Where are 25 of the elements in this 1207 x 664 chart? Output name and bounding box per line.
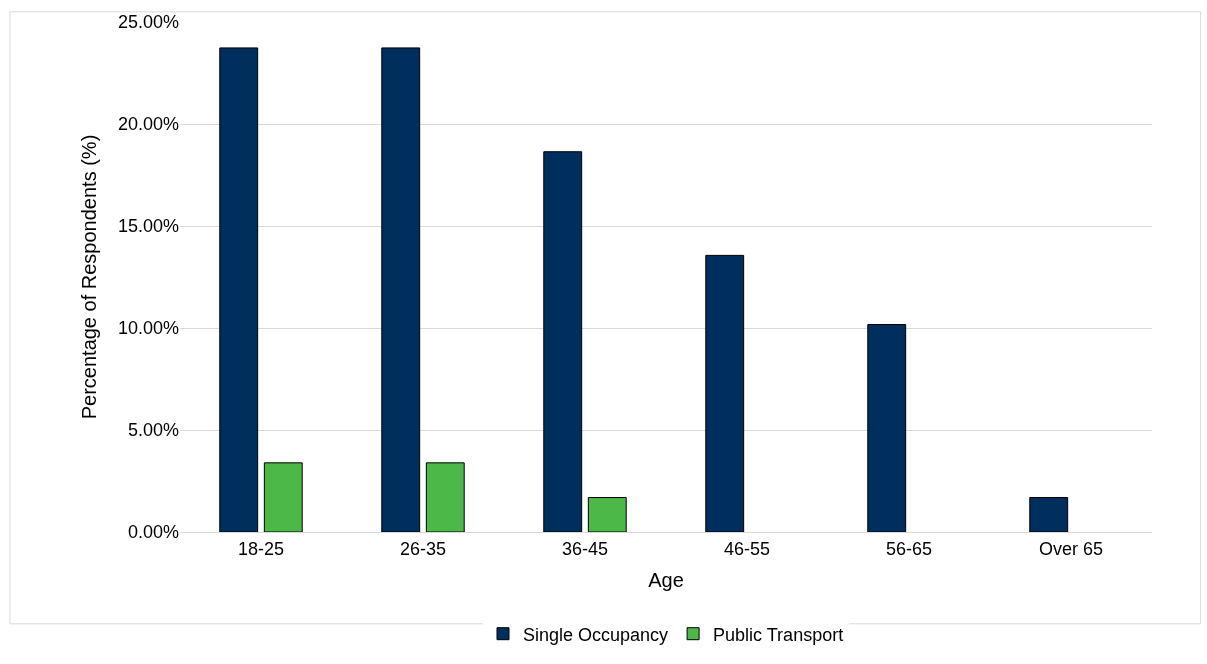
- y-tick-label: 25.00%: [117, 12, 179, 33]
- x-axis-title: Age: [648, 569, 684, 592]
- legend-label: Single Occupancy: [523, 624, 669, 645]
- legend-label: Public Transport: [713, 624, 844, 645]
- bar: [543, 151, 583, 532]
- bar: [263, 462, 303, 532]
- y-tick-label: 20.00%: [117, 114, 179, 135]
- y-tick-label: 10.00%: [117, 318, 179, 339]
- y-tick-label: 15.00%: [117, 216, 179, 237]
- y-axis-title: Percentage of Respondents (%): [78, 134, 101, 420]
- bar: [705, 254, 745, 532]
- y-tick-label: 0.00%: [127, 522, 179, 543]
- bar: [219, 47, 259, 532]
- x-tick-label: 36-45: [561, 538, 609, 559]
- x-tick-label: 18-25: [237, 538, 285, 559]
- y-tick-label: 5.00%: [127, 420, 179, 441]
- x-tick-label: 56-65: [885, 538, 933, 559]
- bar: [381, 47, 421, 532]
- bar: [1029, 497, 1069, 532]
- bar: [867, 324, 907, 532]
- bar: [587, 497, 627, 532]
- bar: [425, 462, 465, 532]
- x-tick-label: 46-55: [723, 538, 771, 559]
- x-tick-label: Over 65: [1038, 538, 1104, 559]
- x-tick-label: 26-35: [399, 538, 447, 559]
